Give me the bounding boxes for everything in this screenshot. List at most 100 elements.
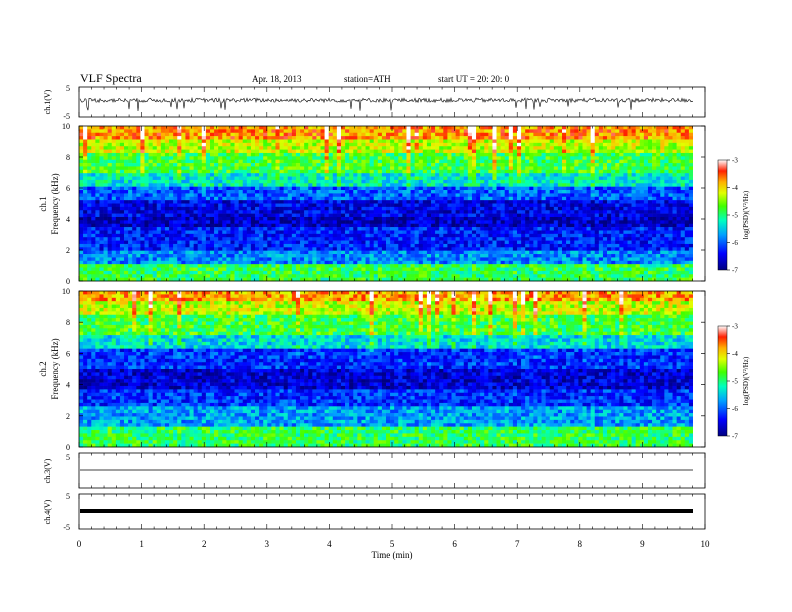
- spectrogram-cell: [144, 254, 149, 258]
- spectrogram-cell: [312, 200, 317, 204]
- spectrogram-cell: [115, 260, 121, 265]
- spectrogram-cell: [336, 250, 342, 255]
- spectrogram-cell: [422, 243, 428, 248]
- spectrogram-cell: [242, 247, 248, 251]
- spectrogram-cell: [169, 220, 174, 225]
- spectrogram-cell: [259, 267, 264, 272]
- spectrogram-cell: [422, 203, 428, 208]
- spectrogram-cell: [463, 210, 469, 214]
- spectrogram-cell: [87, 274, 92, 278]
- spectrogram-cell: [345, 260, 350, 265]
- spectrogram-cell: [136, 220, 141, 225]
- spectrogram-cell: [410, 176, 415, 181]
- spectrogram-cell: [414, 176, 420, 181]
- spectrogram-cell: [295, 203, 301, 208]
- spectrogram-cell: [353, 233, 358, 238]
- spectrogram-cell: [99, 129, 104, 134]
- spectrogram-cell: [426, 206, 432, 211]
- spectrogram-cell: [128, 149, 133, 154]
- spectrogram-cell: [324, 183, 329, 187]
- spectrogram-cell: [173, 267, 178, 272]
- spectrogram-cell: [173, 146, 178, 150]
- spectrogram-cell: [275, 149, 280, 154]
- spectrogram-cell: [291, 257, 297, 262]
- spectrogram-cell: [197, 166, 203, 171]
- spectrogram-cell: [152, 193, 158, 198]
- spectrogram-cell: [336, 132, 342, 137]
- spectrogram-cell: [369, 169, 375, 174]
- spectrogram-cell: [304, 149, 309, 154]
- spectrogram-cell: [500, 129, 505, 134]
- spectrogram-cell: [381, 264, 387, 268]
- spectrogram-cell: [124, 213, 129, 218]
- spectrogram-cell: [377, 126, 383, 130]
- spectrogram-cell: [324, 223, 329, 228]
- spectrogram-cell: [144, 176, 149, 181]
- spectrogram-cell: [463, 227, 469, 231]
- spectrogram-cell: [267, 240, 272, 245]
- spectrogram-cell: [332, 196, 338, 201]
- spectrogram-cell: [439, 227, 444, 231]
- spectrogram-cell: [398, 206, 403, 211]
- spectrogram-cell: [156, 213, 162, 218]
- spectrogram-cell: [312, 142, 317, 147]
- spectrogram-cell: [99, 146, 104, 150]
- spectrogram-cell: [124, 166, 129, 171]
- spectrogram-cell: [193, 136, 198, 140]
- spectrogram-cell: [201, 136, 207, 140]
- spectrogram-cell: [99, 233, 104, 238]
- spectrogram-cell: [267, 146, 272, 150]
- spectrogram-cell: [226, 169, 231, 174]
- spectrogram-cell: [238, 206, 244, 211]
- spectrogram-cell: [410, 277, 415, 282]
- spectrogram-cell: [99, 190, 104, 194]
- spectrogram-cell: [279, 183, 284, 187]
- spectrogram-cell: [222, 186, 227, 191]
- spectrogram-cell: [185, 257, 190, 262]
- spectrogram-cell: [128, 254, 133, 258]
- spectrogram-cell: [218, 156, 223, 160]
- spectrogram-cell: [439, 159, 444, 164]
- spectrogram-cell: [295, 227, 301, 231]
- spectrogram-cell: [214, 196, 219, 201]
- spectrogram-cell: [512, 247, 518, 251]
- spectrogram-cell: [140, 240, 145, 245]
- spectrogram-cell: [91, 223, 96, 228]
- spectrogram-cell: [83, 213, 88, 218]
- spectrogram-cell: [267, 196, 272, 201]
- spectrogram-cell: [132, 179, 137, 184]
- spectrogram-cell: [91, 264, 96, 268]
- spectrogram-cell: [476, 136, 481, 140]
- spectrogram-cell: [369, 223, 375, 228]
- spectrogram-cell: [455, 223, 460, 228]
- spectrogram-cell: [414, 173, 420, 177]
- spectrogram-cell: [246, 136, 252, 140]
- spectrogram-cell: [275, 152, 280, 157]
- spectrogram-cell: [79, 183, 84, 187]
- spectrogram-cell: [140, 193, 145, 198]
- spectrogram-cell: [250, 213, 256, 218]
- spectrogram-cell: [435, 183, 440, 187]
- spectrogram-cell: [377, 132, 383, 137]
- spectrogram-cell: [193, 169, 198, 174]
- spectrogram-cell: [373, 169, 379, 174]
- spectrogram-cell: [83, 163, 88, 167]
- spectrogram-cell: [99, 206, 104, 211]
- spectrogram-cell: [83, 216, 88, 221]
- spectrogram-cell: [111, 183, 117, 187]
- spectrogram-cell: [275, 213, 280, 218]
- spectrogram-cell: [431, 186, 436, 191]
- spectrogram-cell: [169, 176, 174, 181]
- spectrogram-cell: [291, 136, 297, 140]
- spectrogram-cell: [443, 149, 448, 154]
- spectrogram-cell: [471, 210, 477, 214]
- spectrogram-cell: [332, 152, 338, 157]
- spectrogram-cell: [189, 179, 194, 184]
- spectrogram-cell: [271, 149, 276, 154]
- spectrogram-cell: [295, 126, 301, 130]
- spectrogram-cell: [197, 250, 203, 255]
- spectrogram-cell: [357, 132, 362, 137]
- spectrogram-cell: [463, 186, 469, 191]
- spectrogram-cell: [361, 163, 366, 167]
- spectrogram-cell: [349, 126, 354, 130]
